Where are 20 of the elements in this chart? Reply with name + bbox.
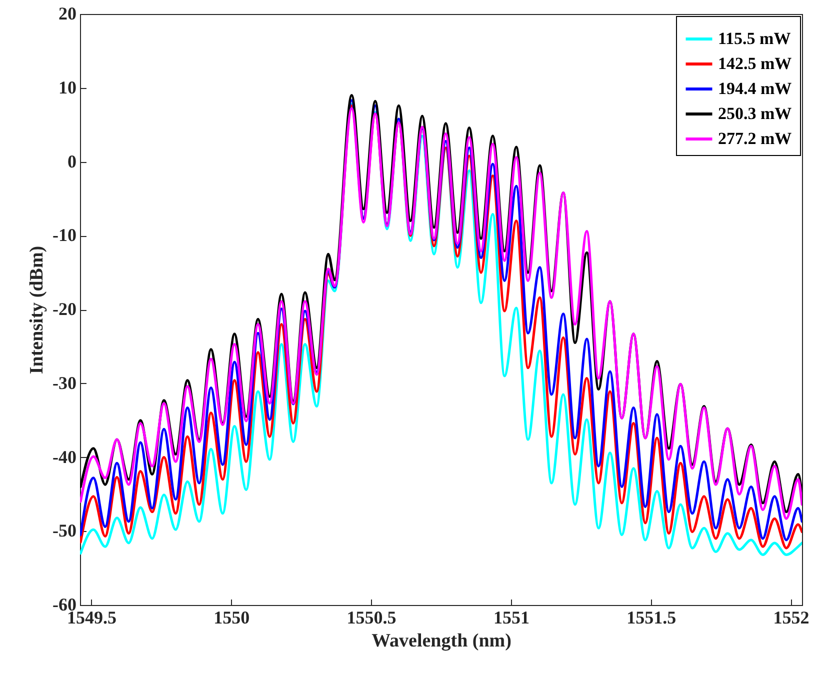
y-tick-label: -50 — [52, 520, 76, 541]
x-tick-label: 1551.5 — [626, 608, 676, 628]
y-tick-label: 20 — [58, 4, 76, 24]
y-tick-label: 10 — [58, 77, 76, 98]
y-tick-label: -20 — [52, 299, 76, 319]
legend-label: 277.2 mW — [718, 129, 792, 148]
legend-label: 250.3 mW — [718, 104, 792, 123]
y-tick-label: -30 — [52, 372, 76, 393]
x-tick-label: 1550.5 — [346, 608, 396, 628]
x-axis-title: Wavelength (nm) — [372, 630, 512, 652]
y-tick-label: 0 — [68, 151, 76, 172]
x-tick-label: 1552 — [773, 608, 810, 628]
x-tick-label: 1550 — [214, 608, 250, 628]
x-tick-label: 1551 — [493, 608, 530, 628]
legend-label: 115.5 mW — [718, 29, 791, 48]
y-axis-title: Intensity (dBm) — [26, 246, 48, 374]
legend-label: 142.5 mW — [718, 54, 792, 73]
y-tick-label: -10 — [52, 225, 76, 246]
y-tick-label: -40 — [52, 446, 76, 467]
legend-label: 194.4 mW — [718, 79, 792, 98]
